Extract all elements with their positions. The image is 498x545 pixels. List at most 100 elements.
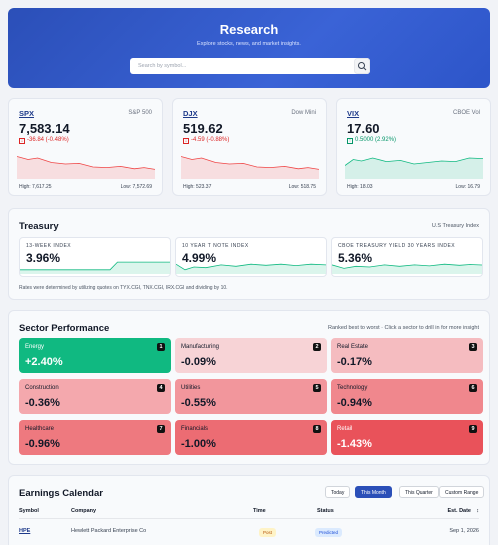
index-high: High: 18.03	[347, 184, 373, 190]
treasury-label: CBOE TREASURY YIELD 30 YEARS INDEX	[338, 243, 456, 249]
sector-rank: 4	[157, 384, 165, 392]
sector-change: -0.55%	[181, 397, 216, 409]
change-text: 0.5000 (2.92%)	[355, 137, 397, 143]
sector-tile[interactable]: Healthcare 7 -0.96%	[19, 420, 171, 455]
index-symbol[interactable]: DJX	[183, 109, 198, 118]
sector-rank: 7	[157, 425, 165, 433]
filter-button[interactable]: This Month	[355, 486, 392, 498]
treasury-value: 4.99%	[182, 251, 217, 265]
search-box[interactable]: Search by symbol...	[130, 58, 370, 74]
treasury-card: CBOE TREASURY YIELD 30 YEARS INDEX 5.36%	[331, 237, 483, 277]
index-value: 17.60	[347, 121, 380, 136]
sparkline	[20, 261, 170, 271]
column-header[interactable]: Symbol	[19, 508, 39, 514]
treasury-sparkline	[20, 261, 170, 274]
sector-tile[interactable]: Financials 8 -1.00%	[175, 420, 327, 455]
index-name: Dow Mini	[291, 110, 316, 116]
index-change: ↓ -36.84 (-0.48%)	[19, 137, 69, 144]
symbol-link[interactable]: HPE	[19, 528, 31, 534]
sparkline	[332, 263, 482, 269]
sector-change: -0.36%	[25, 397, 60, 409]
sector-change: -0.96%	[25, 438, 60, 450]
treasury-card: 10 YEAR T NOTE INDEX 4.99%	[175, 237, 327, 277]
sector-name: Healthcare	[25, 426, 55, 432]
sort-icon: ↕	[476, 508, 479, 514]
index-sparkline	[345, 157, 483, 179]
section-title: Treasury	[19, 221, 59, 232]
column-header[interactable]: Status	[317, 508, 334, 514]
sector-tile[interactable]: Energy 1 +2.40%	[19, 338, 171, 373]
column-header[interactable]: Time	[253, 508, 266, 514]
index-value: 519.62	[183, 121, 223, 136]
section-title: Sector Performance	[19, 323, 110, 334]
treasury-value: 5.36%	[338, 251, 373, 265]
index-name: CBOE Vol	[452, 110, 480, 116]
search-placeholder: Search by symbol...	[138, 63, 187, 69]
sector-tile[interactable]: Retail 9 -1.43%	[331, 420, 483, 455]
sector-rank: 3	[469, 343, 477, 351]
filter-button[interactable]: Custom Range	[439, 486, 485, 498]
index-name: S&P 500	[128, 110, 152, 116]
sector-name: Construction	[25, 385, 59, 391]
index-card[interactable]: SPX S&P 500 7,583.14 ↓ -36.84 (-0.48%) High: …	[8, 98, 163, 196]
sector-name: Technology	[337, 385, 368, 391]
sector-change: -1.43%	[337, 438, 372, 450]
index-sparkline	[17, 156, 155, 179]
sector-name: Manufacturing	[181, 344, 220, 350]
index-low: Low: 518.75	[288, 184, 316, 190]
sector-change: -0.17%	[337, 356, 372, 368]
sparkline-area	[181, 156, 319, 179]
sector-tile[interactable]: Utilities 5 -0.55%	[175, 379, 327, 414]
title: Research	[219, 22, 279, 37]
filter-button[interactable]: Today	[325, 486, 351, 498]
index-value: 7,583.14	[19, 121, 70, 136]
sparkline-area	[176, 264, 326, 274]
index-high: High: 7,617.25	[19, 184, 52, 190]
sparkline	[176, 263, 326, 271]
sector-name: Utilities	[181, 385, 201, 391]
search-icon[interactable]	[354, 58, 370, 74]
time-pill: Post	[259, 528, 277, 537]
cell: Hewlett Packard Enterprise Co	[71, 528, 147, 534]
earnings-section: Earnings Calendar Today This Month This Qu…	[8, 475, 490, 545]
sector-name: Real Estate	[337, 344, 369, 350]
sector-change: +2.40%	[25, 356, 63, 368]
index-symbol[interactable]: VIX	[347, 109, 360, 118]
note: Rates were determined by utilizing quote…	[19, 285, 228, 291]
sparkline-area	[17, 156, 155, 179]
sector-tile[interactable]: Real Estate 3 -0.17%	[331, 338, 483, 373]
index-change: ↓ -4.59 (-0.88%)	[183, 137, 229, 144]
sector-name: Financials	[181, 426, 209, 432]
sector-tile[interactable]: Technology 6 -0.94%	[331, 379, 483, 414]
column-header[interactable]: Est. Date	[447, 508, 471, 514]
change-icon: ↓	[19, 138, 25, 144]
sector-section: Sector Performance Ranked best to worst …	[8, 310, 490, 465]
treasury-sparkline	[176, 263, 326, 274]
sector-rank: 1	[157, 343, 165, 351]
section-subtitle: U.S Treasury Index	[431, 223, 479, 229]
index-card[interactable]: DJX Dow Mini 519.62 ↓ -4.59 (-0.88%) High: 52…	[172, 98, 327, 196]
index-high: High: 523.37	[183, 184, 212, 190]
sector-change: -0.94%	[337, 397, 372, 409]
index-change: ↑ 0.5000 (2.92%)	[347, 137, 396, 144]
filter-button[interactable]: This Quarter	[399, 486, 439, 498]
treasury-label: 13-WEEK INDEX	[26, 243, 72, 249]
column-header[interactable]: Company	[71, 508, 97, 514]
treasury-value: 3.96%	[26, 251, 61, 265]
sector-name: Energy	[25, 344, 45, 350]
sector-tile[interactable]: Manufacturing 2 -0.09%	[175, 338, 327, 373]
index-card[interactable]: VIX CBOE Vol 17.60 ↑ 0.5000 (2.92%) High: 18.…	[336, 98, 491, 196]
sector-rank: 9	[469, 425, 477, 433]
sparkline-area	[345, 158, 483, 179]
sector-change: -0.09%	[181, 356, 216, 368]
index-symbol[interactable]: SPX	[19, 109, 35, 118]
sparkline	[181, 156, 319, 170]
change-text: -36.84 (-0.48%)	[27, 137, 69, 143]
header: Research Explore stocks, news, and marke…	[8, 8, 490, 88]
sector-tile[interactable]: Construction 4 -0.36%	[19, 379, 171, 414]
divider	[19, 518, 479, 519]
section-hint: Ranked best to worst · Click a sector to…	[327, 325, 479, 331]
